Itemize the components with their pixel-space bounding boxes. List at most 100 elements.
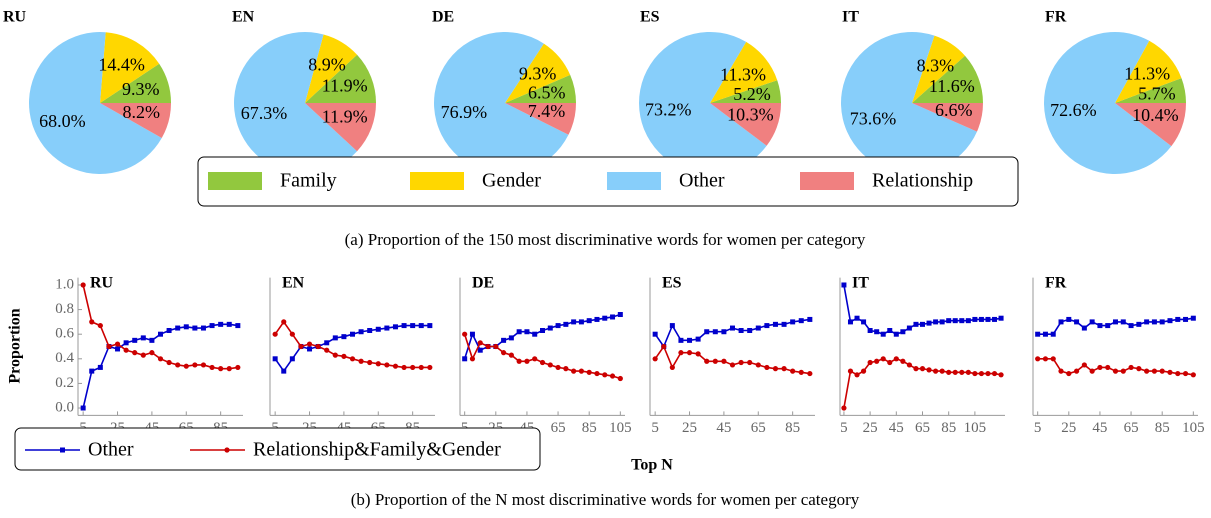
slice-label: 5.7% (1138, 84, 1176, 104)
series-line (654, 318, 810, 349)
marker (524, 329, 530, 335)
marker (721, 329, 727, 335)
marker (978, 316, 984, 322)
marker (887, 328, 893, 334)
marker (106, 343, 112, 350)
marker (686, 350, 693, 356)
marker (392, 363, 399, 369)
y-tick-label: 0.4 (55, 350, 74, 366)
marker (755, 362, 761, 368)
marker (900, 329, 906, 335)
marker (469, 356, 476, 362)
marker (358, 329, 364, 335)
x-tick-label: 25 (863, 420, 878, 436)
legend-label: Family (280, 170, 337, 192)
x-tick-label: 85 (1155, 420, 1170, 436)
marker (547, 325, 553, 331)
marker (1058, 368, 1064, 374)
marker (880, 331, 886, 337)
marker (1035, 356, 1041, 362)
pie-slice (305, 34, 358, 104)
marker (772, 366, 779, 372)
marker (978, 370, 985, 377)
marker (998, 315, 1004, 321)
marker (721, 358, 727, 364)
caption: (a) Proportion of the 150 most discrimin… (345, 230, 866, 249)
caption: (b) Proportion of the N most discriminat… (351, 490, 860, 509)
marker (418, 323, 424, 329)
marker (729, 362, 736, 368)
x-tick-label: 65 (1124, 420, 1139, 436)
marker (209, 323, 215, 329)
marker (1136, 321, 1142, 327)
marker (946, 369, 952, 375)
marker (687, 337, 693, 343)
marker (1097, 364, 1103, 371)
slice-label: 11.9% (322, 76, 368, 96)
marker (610, 314, 616, 320)
marker (367, 328, 373, 334)
marker (1089, 368, 1095, 374)
marker (97, 322, 103, 329)
marker (867, 328, 873, 334)
marker (539, 359, 546, 366)
marker (532, 356, 538, 362)
chart-title: IT (852, 275, 869, 292)
legend: Family Gender Other Relationship (197, 156, 1019, 207)
marker (1042, 331, 1048, 337)
marker (617, 375, 623, 382)
marker (946, 318, 952, 324)
marker (1105, 323, 1111, 329)
marker (847, 319, 853, 325)
legend-swatch (410, 172, 464, 190)
slice-label: 9.3% (122, 79, 160, 99)
marker (324, 347, 330, 353)
marker (1112, 368, 1119, 374)
marker (477, 347, 483, 353)
marker (132, 337, 138, 343)
pie-slice (305, 103, 376, 152)
pie-slice (638, 31, 767, 175)
marker (790, 368, 796, 374)
marker (678, 350, 684, 356)
series-line (654, 344, 810, 375)
marker (307, 346, 313, 352)
marker (652, 331, 658, 337)
marker (563, 321, 569, 327)
pie-slice (100, 32, 160, 103)
marker (893, 356, 899, 362)
pie-slice (912, 55, 983, 103)
marker (854, 372, 860, 378)
marker (341, 353, 347, 359)
marker (578, 368, 585, 374)
marker (540, 328, 545, 334)
x-tick-label: 45 (716, 420, 731, 436)
marker (867, 359, 873, 366)
marker (609, 373, 616, 379)
marker (893, 331, 899, 337)
pie-slice (710, 41, 778, 103)
marker (123, 347, 129, 353)
legend-swatch (800, 172, 854, 190)
marker (1050, 331, 1056, 337)
marker (926, 320, 932, 326)
marker (998, 372, 1004, 378)
slice-label: 8.3% (917, 56, 955, 76)
marker (401, 364, 407, 371)
slice-label: 11.6% (929, 76, 975, 96)
chart-title: RU (90, 275, 114, 292)
marker (508, 352, 514, 358)
marker (1081, 362, 1087, 368)
marker (571, 319, 577, 325)
marker (602, 372, 608, 378)
marker (555, 323, 561, 329)
marker (1136, 366, 1142, 372)
marker (427, 323, 433, 329)
marker (516, 358, 522, 364)
marker (281, 368, 287, 374)
marker (89, 319, 95, 325)
marker (555, 364, 561, 371)
slice-label: 72.6% (1050, 100, 1097, 120)
marker (114, 341, 121, 347)
